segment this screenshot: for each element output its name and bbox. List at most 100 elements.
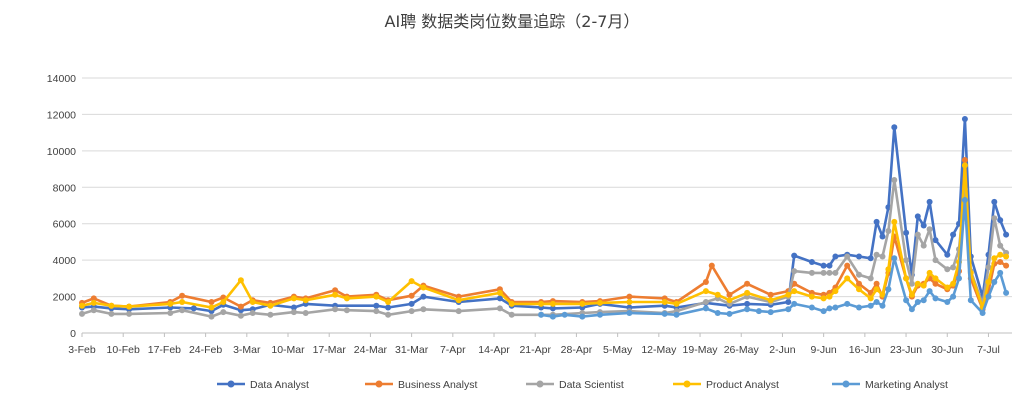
data-point bbox=[538, 311, 545, 318]
data-point bbox=[626, 299, 633, 305]
data-point bbox=[891, 218, 898, 225]
legend-label: Product Analyst bbox=[706, 379, 779, 391]
data-point bbox=[820, 295, 827, 302]
y-tick-label: 12000 bbox=[47, 109, 76, 121]
y-tick-label: 0 bbox=[70, 328, 76, 340]
data-point bbox=[343, 307, 350, 314]
data-point bbox=[920, 222, 927, 229]
data-point bbox=[908, 306, 915, 313]
y-tick-label: 10000 bbox=[47, 146, 76, 158]
data-point bbox=[290, 304, 297, 311]
x-tick-label: 10-Mar bbox=[271, 344, 305, 356]
data-point bbox=[726, 310, 733, 317]
data-point bbox=[408, 278, 415, 285]
data-point bbox=[832, 304, 839, 311]
data-point bbox=[332, 291, 339, 298]
data-point bbox=[673, 311, 680, 318]
data-point bbox=[179, 307, 186, 314]
data-point bbox=[767, 291, 774, 298]
legend-item-data-analyst: Data Analyst bbox=[217, 379, 309, 391]
data-point bbox=[791, 300, 798, 307]
data-point bbox=[373, 302, 380, 309]
y-tick-label: 2000 bbox=[53, 292, 77, 304]
data-point bbox=[926, 198, 933, 205]
data-point bbox=[985, 293, 992, 300]
data-point bbox=[967, 297, 974, 304]
data-point bbox=[744, 300, 751, 307]
data-point bbox=[932, 237, 939, 244]
data-point bbox=[808, 269, 815, 276]
data-point bbox=[997, 251, 1004, 258]
data-point bbox=[90, 295, 97, 302]
data-point bbox=[920, 242, 927, 249]
data-point bbox=[808, 259, 815, 265]
x-tick-label: 31-Mar bbox=[395, 344, 429, 356]
data-point bbox=[926, 269, 933, 276]
data-point bbox=[267, 302, 274, 309]
data-point bbox=[903, 229, 910, 236]
data-point bbox=[820, 269, 827, 276]
data-point bbox=[944, 299, 951, 305]
data-point bbox=[1003, 289, 1010, 296]
data-point bbox=[455, 308, 462, 315]
data-point bbox=[785, 306, 792, 313]
data-point bbox=[832, 269, 839, 276]
x-tick-label: 24-Mar bbox=[354, 344, 388, 356]
data-point bbox=[844, 262, 851, 269]
data-point bbox=[856, 271, 862, 278]
data-point bbox=[79, 302, 85, 309]
data-point bbox=[332, 306, 339, 313]
data-point bbox=[826, 269, 833, 276]
data-point bbox=[885, 286, 892, 293]
data-point bbox=[408, 292, 415, 299]
data-point bbox=[885, 228, 892, 234]
x-tick-label: 23-Jun bbox=[890, 344, 922, 356]
data-point bbox=[820, 262, 827, 269]
data-point bbox=[891, 255, 898, 262]
data-point bbox=[744, 289, 751, 296]
data-point bbox=[908, 280, 915, 287]
legend-label: Business Analyst bbox=[398, 379, 477, 391]
data-point bbox=[702, 288, 709, 295]
data-point bbox=[885, 266, 892, 273]
x-tick-label: 17-Feb bbox=[148, 344, 181, 356]
data-point bbox=[867, 302, 874, 309]
data-point bbox=[791, 268, 798, 275]
data-point bbox=[126, 310, 133, 317]
legend-label: Data Scientist bbox=[559, 379, 624, 391]
x-tick-label: 9-Jun bbox=[811, 344, 837, 356]
data-point bbox=[926, 288, 933, 295]
y-tick-label: 14000 bbox=[47, 73, 76, 85]
data-point bbox=[190, 305, 197, 312]
data-point bbox=[920, 282, 927, 289]
data-point bbox=[167, 300, 174, 307]
data-point bbox=[1003, 262, 1010, 269]
data-point bbox=[549, 300, 556, 307]
data-point bbox=[914, 231, 921, 238]
data-point bbox=[726, 291, 733, 298]
data-point bbox=[856, 280, 862, 287]
data-point bbox=[343, 295, 350, 302]
data-point bbox=[903, 297, 910, 304]
legend-marker bbox=[842, 380, 850, 388]
data-point bbox=[597, 311, 603, 318]
series-lines bbox=[79, 116, 1010, 320]
data-point bbox=[373, 308, 380, 315]
data-point bbox=[332, 287, 339, 294]
data-point bbox=[538, 300, 545, 307]
data-point bbox=[791, 252, 798, 259]
data-point bbox=[744, 306, 751, 313]
series-line-business-analyst bbox=[81, 158, 1007, 311]
data-point bbox=[950, 293, 957, 300]
x-tick-label: 7-Apr bbox=[440, 344, 466, 356]
data-point bbox=[108, 310, 115, 317]
data-point bbox=[496, 295, 503, 302]
data-point bbox=[873, 280, 880, 287]
x-tick-label: 7-Jul bbox=[977, 344, 1000, 356]
data-point bbox=[844, 300, 851, 307]
data-point bbox=[932, 295, 939, 302]
data-point bbox=[826, 305, 833, 312]
data-point bbox=[808, 304, 815, 311]
data-point bbox=[496, 305, 503, 312]
data-point bbox=[237, 312, 244, 319]
